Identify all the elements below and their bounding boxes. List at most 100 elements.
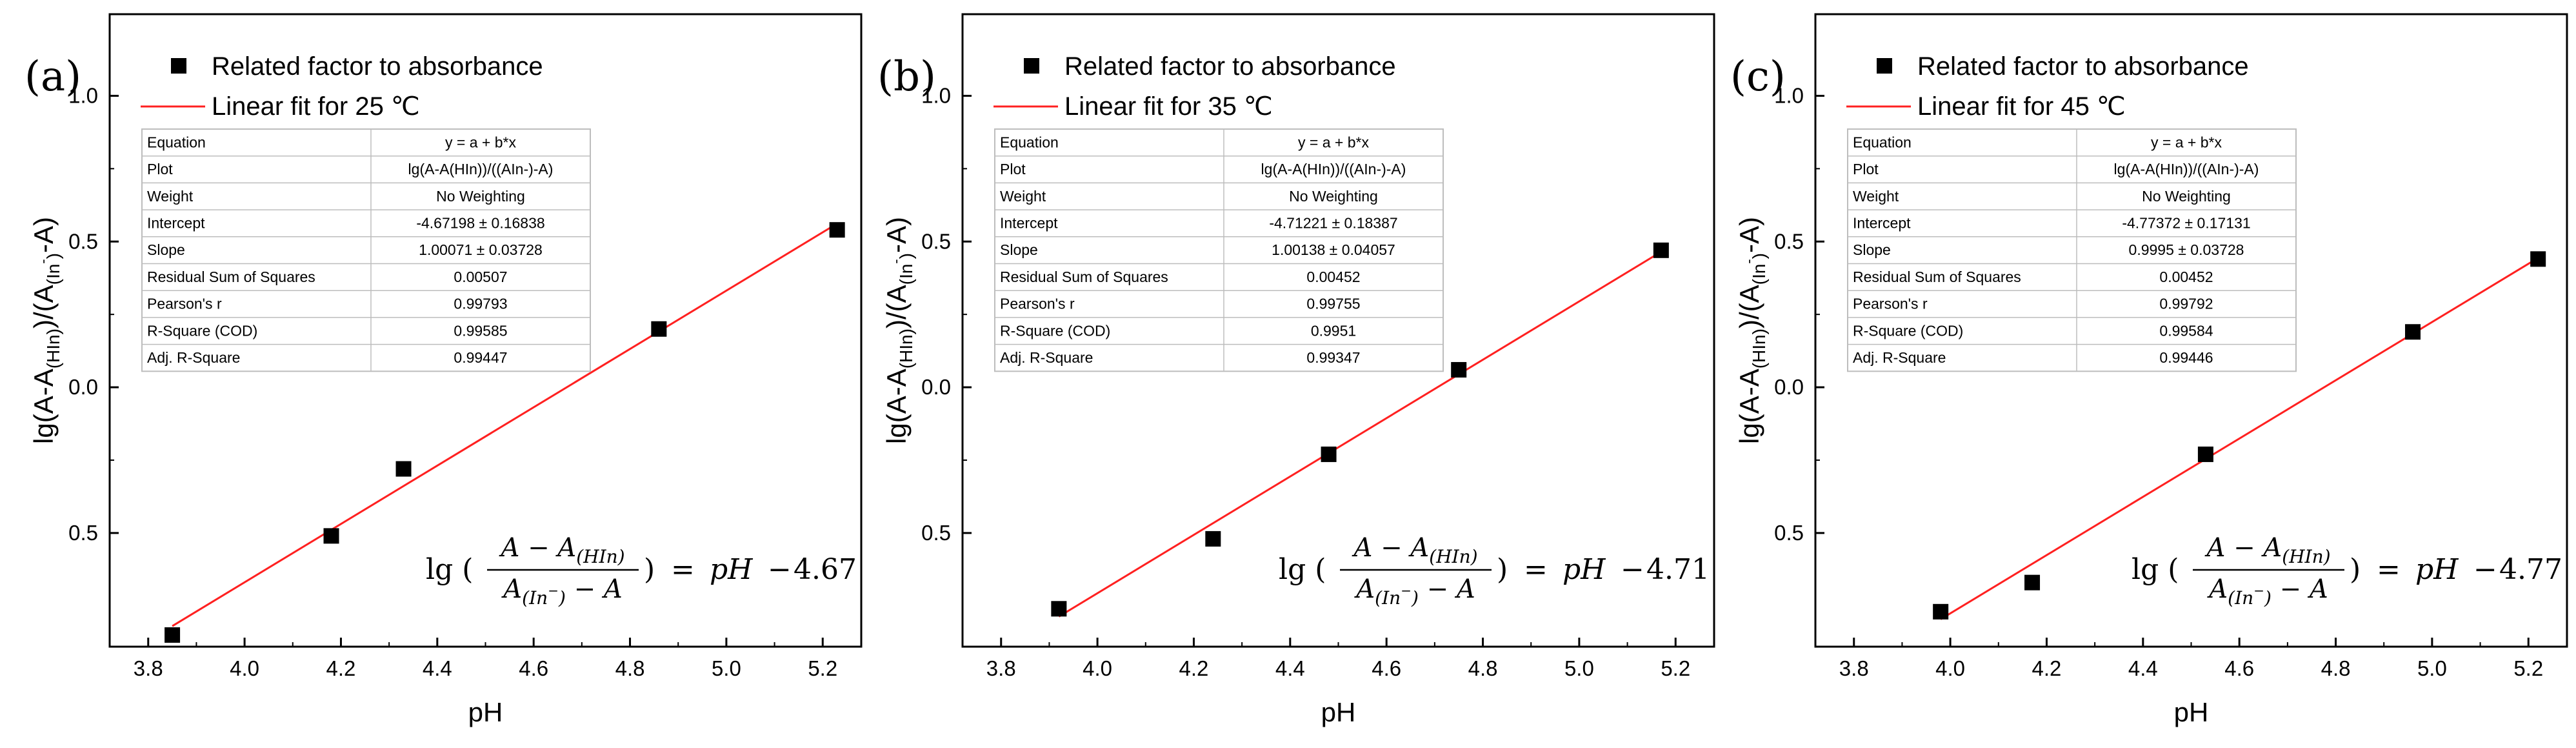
eq-subscript: ): [558, 587, 566, 609]
stats-row-value: y = a + b*x: [445, 134, 516, 150]
stats-row-label: Weight: [147, 188, 194, 205]
stats-table-border: [1847, 128, 2297, 372]
eq-part: A: [555, 533, 576, 563]
equation-ph: pH: [1563, 553, 1606, 586]
eq-part: −: [1381, 533, 1410, 563]
stats-row-label: Equation: [1853, 134, 1912, 150]
eq-part: A: [1353, 574, 1375, 604]
equation-right-paren: ): [2350, 553, 2361, 586]
eq-subscript: (In: [1375, 587, 1401, 609]
stats-row-value: lg(A-A(HIn))/((AIn-)-A): [2114, 161, 2259, 177]
y-title-subscript: ): [43, 253, 63, 259]
legend-label-fit: Linear fit for 25 ℃: [212, 92, 420, 121]
eq-superscript: −: [1401, 583, 1412, 598]
y-tick-label: 0.5: [921, 521, 951, 545]
x-tick-label: 4.6: [2224, 656, 2254, 680]
legend-marker: [1877, 58, 1892, 74]
data-point: [2530, 251, 2546, 267]
y-tick-label: 0.0: [1774, 375, 1804, 399]
x-tick-label: 4.6: [519, 656, 548, 680]
y-title-subscript: (In: [43, 264, 63, 285]
data-point: [1933, 603, 1949, 620]
x-tick-label: 4.4: [1275, 656, 1305, 680]
equation-equals: =: [671, 553, 695, 586]
eq-part: −: [566, 574, 604, 604]
y-title-subscript: (HIn): [43, 329, 63, 369]
y-tick-label: 1.0: [921, 83, 951, 107]
stats-row-value: y = a + b*x: [2151, 134, 2222, 150]
stats-row-label: Plot: [1000, 161, 1026, 177]
fit-line: [1940, 257, 2539, 620]
data-point: [165, 627, 181, 643]
stats-row-value: 0.9995 ± 0.03728: [2129, 241, 2244, 258]
stats-row-label: Plot: [1853, 161, 1879, 177]
legend-label-fit: Linear fit for 45 ℃: [1917, 92, 2126, 121]
stats-row-label: Plot: [147, 161, 173, 177]
y-tick-label: 1.0: [1774, 83, 1804, 107]
y-title-part: -A): [881, 217, 912, 253]
stats-row-label: Residual Sum of Squares: [1853, 268, 2021, 285]
data-point: [1653, 242, 1669, 258]
eq-part: A: [2204, 533, 2233, 563]
data-point: [1051, 601, 1067, 617]
x-tick-label: 5.0: [1564, 656, 1594, 680]
equation-lg: lg (: [2132, 553, 2179, 586]
x-tick-label: 4.8: [2321, 656, 2351, 680]
stats-row-label: Residual Sum of Squares: [147, 268, 315, 285]
stats-row-label: Adj. R-Square: [1000, 349, 1093, 366]
stats-row-label: Pearson's r: [1000, 296, 1075, 312]
eq-part: A: [1454, 574, 1475, 604]
x-tick-label: 4.2: [1179, 656, 1209, 680]
stats-row-value: 0.00507: [454, 268, 507, 285]
equation-minus: −: [768, 553, 792, 586]
x-tick-label: 3.8: [134, 656, 163, 680]
stats-row-value: -4.67198 ± 0.16838: [416, 214, 544, 231]
stats-table: Equation y = a + b*x Plot lg(A-A(HIn))/((AI…: [1847, 128, 2297, 372]
equation-equals: =: [1524, 553, 1548, 586]
stats-row-value: 0.00452: [2159, 268, 2213, 285]
data-point: [2197, 446, 2213, 462]
fit-line: [172, 223, 838, 627]
stats-row-value: -4.77372 ± 0.17131: [2122, 214, 2250, 231]
x-tick-label: 4.4: [2128, 656, 2158, 680]
equation-denominator: A(In−) − A: [501, 574, 622, 609]
eq-superscript: −: [548, 583, 559, 598]
eq-subscript: (In: [2228, 587, 2253, 609]
stats-row-label: Pearson's r: [147, 296, 222, 312]
equation-constant: 4.71: [1646, 553, 1710, 586]
equation-ph: pH: [710, 553, 754, 586]
y-title-part: lg(A-A: [1734, 369, 1764, 444]
x-tick-label: 4.6: [1372, 656, 1401, 680]
eq-part: A: [1408, 533, 1429, 563]
eq-subscript: (In: [522, 587, 548, 609]
eq-part: A: [1351, 533, 1381, 563]
stats-row-value: 1.00138 ± 0.04057: [1272, 241, 1395, 258]
y-title-part: )/(A: [28, 285, 59, 329]
y-tick-label: 1.0: [68, 83, 98, 107]
data-point: [2405, 324, 2421, 340]
y-title-part: -A): [1734, 217, 1764, 253]
stats-row-value: y = a + b*x: [1298, 134, 1369, 150]
eq-part: −: [2233, 533, 2263, 563]
stats-row-label: Slope: [1853, 241, 1891, 258]
legend-marker: [171, 58, 186, 74]
equation-minus: −: [1621, 553, 1644, 586]
y-title-part: -A): [28, 217, 59, 253]
eq-subscript: (HIn): [576, 546, 624, 567]
stats-row-label: Intercept: [1853, 214, 1911, 231]
stats-row-value: No Weighting: [2142, 188, 2231, 205]
data-point: [2024, 574, 2041, 591]
y-title-superscript: -: [888, 259, 904, 263]
panel-label: (c): [1730, 53, 1786, 101]
x-tick-label: 5.0: [712, 656, 741, 680]
equation-denominator: A(In−) − A: [2206, 574, 2328, 609]
y-title-subscript: (HIn): [896, 329, 916, 369]
equation-numerator: A − A(HIn): [1351, 533, 1477, 567]
y-title-part: lg(A-A: [881, 369, 912, 444]
y-tick-label: 0.5: [921, 229, 951, 253]
y-title-superscript: -: [35, 259, 51, 263]
y-title-part: )/(A: [1734, 285, 1764, 329]
stats-row-value: 1.00071 ± 0.03728: [419, 241, 543, 258]
y-tick-label: 0.0: [68, 375, 98, 399]
x-tick-label: 5.2: [2513, 656, 2543, 680]
